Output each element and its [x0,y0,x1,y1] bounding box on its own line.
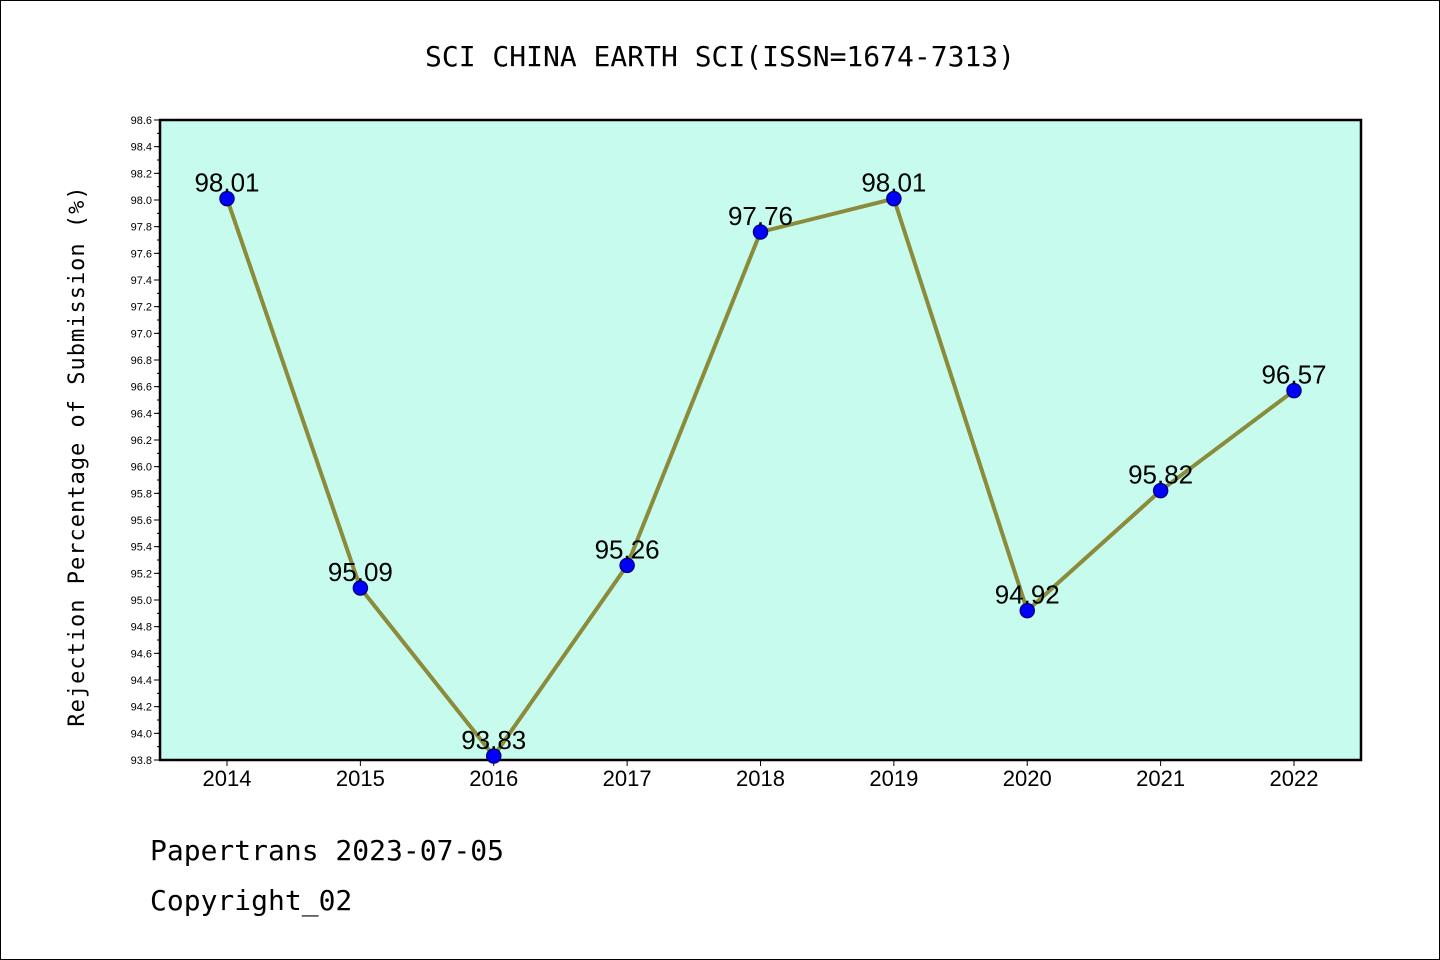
y-tick-label: 95.6 [131,515,152,527]
data-point [1152,482,1169,499]
y-tick-label: 95.0 [131,595,152,607]
y-tick-label: 98.2 [131,168,152,180]
data-label: 95.09 [328,557,393,587]
data-label: 95.82 [1128,460,1193,490]
data-label: 98.01 [194,168,259,198]
data-point [352,580,369,596]
y-tick-label: 95.8 [131,488,152,500]
y-tick-label: 96.8 [131,355,152,367]
chart-title: SCI CHINA EARTH SCI(ISSN=1674-7313) [425,40,1015,73]
data-label: 97.76 [728,201,793,231]
y-tick-label: 97.8 [131,222,152,234]
y-tick-label: 93.8 [131,755,152,767]
data-point [1286,382,1302,399]
y-tick-label: 94.0 [131,728,152,740]
y-axis-label: Rejection Percentage of Submission (%) [65,185,90,726]
series-group: 98.01 95.09 93.83 95.26 97.76 98.01 94.92 95.82… [194,168,1327,764]
y-tick-label: 94.2 [131,702,152,714]
y-axis: 93.8 94.0 94.2 94.4 94.6 94.8 95.0 95.2 95.4 95.6… [131,115,160,767]
data-label: 96.57 [1261,360,1326,390]
data-point [752,224,769,240]
data-label: 95.26 [595,534,660,564]
data-point [219,190,235,207]
data-label: 93.83 [461,725,526,755]
data-point [619,557,635,574]
y-tick-label: 97.4 [131,275,152,287]
y-tick-label: 98.4 [131,142,152,154]
footer-copyright: Copyright_02 [150,884,353,917]
data-label: 98.01 [861,168,926,198]
y-tick-label: 96.6 [131,382,152,394]
x-axis: 2014 2015 2016 2017 2018 2019 2020 2021 2022 [203,760,1319,791]
y-tick-label: 98.0 [131,195,152,207]
x-tick-label: 2018 [736,766,785,791]
y-tick-label: 94.4 [131,675,152,687]
y-tick-label: 95.2 [131,568,152,580]
x-tick-label: 2020 [1003,766,1052,791]
y-tick-label: 94.6 [131,648,152,660]
y-tick-label: 98.6 [131,115,152,127]
x-tick-label: 2017 [603,766,652,791]
y-tick-label: 94.8 [131,622,152,634]
x-tick-label: 2014 [203,766,252,791]
footer-date: Papertrans 2023-07-05 [150,834,505,867]
y-tick-label: 96.2 [131,435,152,447]
y-tick-label: 96.4 [131,408,152,420]
x-tick-label: 2015 [336,766,385,791]
x-tick-label: 2016 [469,766,518,791]
x-tick-label: 2021 [1136,766,1185,791]
y-tick-label: 95.4 [131,542,152,554]
y-tick-label: 97.2 [131,302,152,314]
data-point [486,748,502,764]
y-tick-label: 97.0 [131,328,152,340]
y-tick-label: 96.0 [131,462,152,474]
x-tick-label: 2019 [869,766,918,791]
y-tick-label: 97.6 [131,248,152,260]
data-point [886,190,902,207]
x-tick-label: 2022 [1270,766,1319,791]
data-point [1019,602,1035,619]
data-label: 94.92 [995,580,1060,610]
